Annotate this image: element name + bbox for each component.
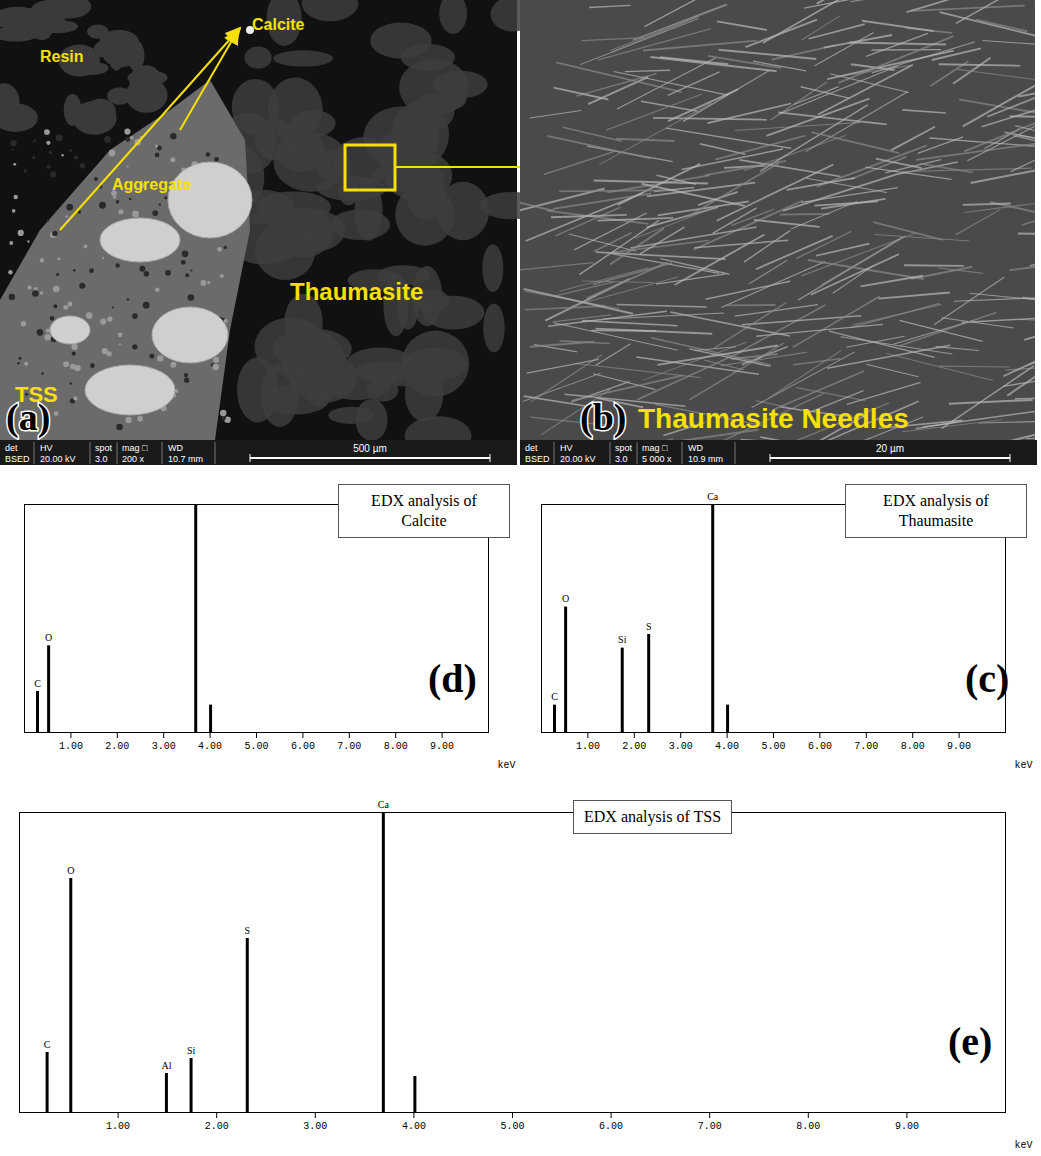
svg-text:6.00: 6.00 xyxy=(599,1121,623,1132)
svg-text:BSED: BSED xyxy=(525,454,550,464)
svg-text:Resin: Resin xyxy=(40,48,84,65)
svg-text:S: S xyxy=(646,621,652,632)
svg-text:C: C xyxy=(34,678,41,689)
svg-text:4.00: 4.00 xyxy=(402,1121,426,1132)
svg-text:2.00: 2.00 xyxy=(622,741,646,752)
svg-text:det: det xyxy=(5,443,18,453)
svg-text:1.00: 1.00 xyxy=(106,1121,130,1132)
svg-text:mag □: mag □ xyxy=(642,443,668,453)
svg-text:6.00: 6.00 xyxy=(808,741,832,752)
svg-text:TSS: TSS xyxy=(15,382,58,407)
html-text:EDX analysis of Calcite: EDX analysis of Calcite xyxy=(371,492,477,529)
svg-text:20 µm: 20 µm xyxy=(876,443,904,454)
svg-text:2.00: 2.00 xyxy=(205,1121,229,1132)
svg-text:5.00: 5.00 xyxy=(761,741,785,752)
html-text:(c): (c) xyxy=(965,656,1010,701)
svg-text:4.00: 4.00 xyxy=(198,741,222,752)
html-text:EDX analysis of Thaumasite: EDX analysis of Thaumasite xyxy=(883,492,989,529)
svg-text:WD: WD xyxy=(168,443,183,453)
svg-text:spot: spot xyxy=(615,443,633,453)
svg-text:keV: keV xyxy=(1014,1140,1032,1151)
svg-text:3.00: 3.00 xyxy=(669,741,693,752)
svg-text:3.0: 3.0 xyxy=(95,454,108,464)
svg-text:spot: spot xyxy=(95,443,113,453)
svg-text:20.00 kV: 20.00 kV xyxy=(560,454,596,464)
svg-text:7.00: 7.00 xyxy=(698,1121,722,1132)
svg-text:4.00: 4.00 xyxy=(715,741,739,752)
svg-text:9.00: 9.00 xyxy=(430,741,454,752)
svg-text:Si: Si xyxy=(618,634,627,645)
svg-text:500 µm: 500 µm xyxy=(353,443,387,454)
svg-text:8.00: 8.00 xyxy=(384,741,408,752)
svg-text:Aggregate: Aggregate xyxy=(112,176,191,193)
svg-text:3.00: 3.00 xyxy=(303,1121,327,1132)
svg-text:7.00: 7.00 xyxy=(854,741,878,752)
svg-text:BSED: BSED xyxy=(5,454,30,464)
svg-text:det: det xyxy=(525,443,538,453)
svg-text:7.00: 7.00 xyxy=(337,741,361,752)
svg-text:keV: keV xyxy=(1014,760,1032,771)
svg-text:Ca: Ca xyxy=(707,491,719,502)
svg-text:Ca: Ca xyxy=(378,799,390,810)
svg-text:(a): (a) xyxy=(6,396,50,439)
svg-text:(b): (b) xyxy=(580,396,626,439)
svg-text:200 x: 200 x xyxy=(122,454,145,464)
svg-text:1.00: 1.00 xyxy=(576,741,600,752)
svg-text:C: C xyxy=(551,691,558,702)
svg-text:WD: WD xyxy=(688,443,703,453)
svg-text:S: S xyxy=(244,925,250,936)
svg-text:Thaumasite Needles: Thaumasite Needles xyxy=(638,403,909,434)
svg-text:Calcite: Calcite xyxy=(252,16,305,33)
svg-text:O: O xyxy=(45,632,52,643)
svg-text:O: O xyxy=(562,593,569,604)
svg-text:Thaumasite: Thaumasite xyxy=(290,278,423,305)
svg-text:9.00: 9.00 xyxy=(895,1121,919,1132)
svg-text:1.00: 1.00 xyxy=(59,741,83,752)
svg-text:HV: HV xyxy=(40,443,53,453)
svg-text:5.00: 5.00 xyxy=(244,741,268,752)
html-text:(e): (e) xyxy=(948,1019,993,1064)
svg-text:8.00: 8.00 xyxy=(796,1121,820,1132)
svg-text:3.00: 3.00 xyxy=(152,741,176,752)
svg-text:9.00: 9.00 xyxy=(947,741,971,752)
svg-text:10.9 mm: 10.9 mm xyxy=(688,454,723,464)
html-text:EDX analysis of TSS: EDX analysis of TSS xyxy=(584,808,721,825)
svg-text:3.0: 3.0 xyxy=(615,454,628,464)
svg-text:Si: Si xyxy=(187,1045,196,1056)
svg-text:Al: Al xyxy=(161,1060,171,1071)
svg-text:6.00: 6.00 xyxy=(291,741,315,752)
svg-text:mag □: mag □ xyxy=(122,443,148,453)
svg-text:HV: HV xyxy=(560,443,573,453)
svg-text:20.00 kV: 20.00 kV xyxy=(40,454,76,464)
svg-text:O: O xyxy=(67,865,74,876)
svg-text:8.00: 8.00 xyxy=(901,741,925,752)
svg-text:5.00: 5.00 xyxy=(500,1121,524,1132)
html-text:(d): (d) xyxy=(428,656,477,701)
svg-text:5 000 x: 5 000 x xyxy=(642,454,672,464)
svg-text:C: C xyxy=(44,1039,51,1050)
svg-text:keV: keV xyxy=(497,760,515,771)
svg-text:2.00: 2.00 xyxy=(105,741,129,752)
svg-text:10.7 mm: 10.7 mm xyxy=(168,454,203,464)
